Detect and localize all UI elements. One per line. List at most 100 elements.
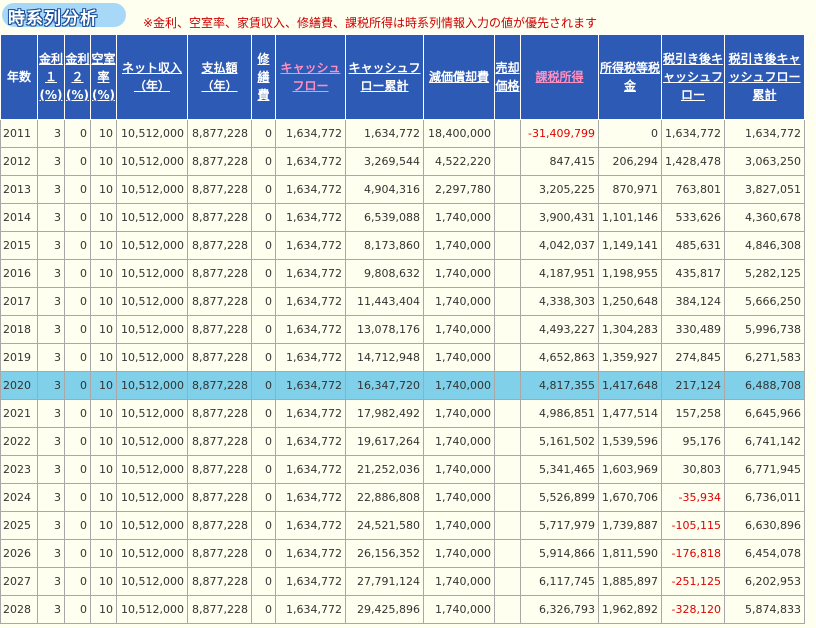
cell-year: 2013 (0, 175, 38, 204)
cell-vacancy: 10 (90, 287, 117, 316)
col-header-rate1[interactable]: 金利１(%) (37, 34, 65, 120)
cell-rate1: 3 (37, 539, 65, 568)
cell-cash-flow-total: 26,156,352 (345, 539, 424, 568)
cell-net-income: 10,512,000 (116, 427, 188, 456)
cell-taxable-income: 4,652,863 (520, 343, 599, 372)
cell-vacancy: 10 (90, 539, 117, 568)
cell-after-tax-cf: 435,817 (661, 259, 725, 288)
cell-repair: 0 (251, 343, 276, 372)
cell-year: 2025 (0, 511, 38, 540)
cell-year: 2011 (0, 119, 38, 148)
table-row: 2025 3 0 10 10,512,000 8,877,228 0 1,634,772 24,… (0, 511, 805, 540)
cell-after-tax-cf: 533,626 (661, 203, 725, 232)
cell-payment: 8,877,228 (187, 203, 252, 232)
cell-sale-price (494, 539, 521, 568)
cell-sale-price (494, 371, 521, 400)
col-header-repair[interactable]: 修繕費 (251, 34, 276, 120)
cell-depreciation: 1,740,000 (423, 427, 495, 456)
cell-cash-flow: 1,634,772 (275, 595, 346, 624)
col-header-sale-price[interactable]: 売却価格 (494, 34, 521, 120)
cell-payment: 8,877,228 (187, 511, 252, 540)
cell-rate2: 0 (64, 315, 91, 344)
cell-after-tax-cf: -105,115 (661, 511, 725, 540)
cell-year: 2018 (0, 315, 38, 344)
cell-repair: 0 (251, 539, 276, 568)
cell-rate2: 0 (64, 371, 91, 400)
cell-sale-price (494, 287, 521, 316)
cell-vacancy: 10 (90, 427, 117, 456)
cell-income-tax: 0 (598, 119, 662, 148)
cell-after-tax-cf-total: 6,736,011 (724, 483, 805, 512)
cell-cash-flow: 1,634,772 (275, 399, 346, 428)
cell-after-tax-cf-total: 6,488,708 (724, 371, 805, 400)
cell-income-tax: 1,670,706 (598, 483, 662, 512)
cell-after-tax-cf: -328,120 (661, 595, 725, 624)
cell-cash-flow: 1,634,772 (275, 539, 346, 568)
cell-vacancy: 10 (90, 455, 117, 484)
cell-depreciation: 1,740,000 (423, 483, 495, 512)
cell-payment: 8,877,228 (187, 539, 252, 568)
col-header-after-tax-cf-total[interactable]: 税引き後キャッシュフロー累計 (724, 34, 805, 120)
cell-payment: 8,877,228 (187, 567, 252, 596)
col-header-cash-flow-total[interactable]: キャッシュフロー累計 (345, 34, 424, 120)
cell-cash-flow-total: 27,791,124 (345, 567, 424, 596)
cell-taxable-income: 5,526,899 (520, 483, 599, 512)
cell-cash-flow: 1,634,772 (275, 259, 346, 288)
cell-repair: 0 (251, 595, 276, 624)
cell-repair: 0 (251, 259, 276, 288)
cell-taxable-income: 3,205,225 (520, 175, 599, 204)
cell-rate2: 0 (64, 483, 91, 512)
cell-sale-price (494, 511, 521, 540)
cell-rate2: 0 (64, 595, 91, 624)
cell-income-tax: 1,304,283 (598, 315, 662, 344)
priority-notice: ※金利、空室率、家賃収入、修繕費、課税所得は時系列情報入力の値が優先されます (143, 16, 598, 30)
cell-vacancy: 10 (90, 511, 117, 540)
cell-after-tax-cf-total: 1,634,772 (724, 119, 805, 148)
col-header-cash-flow[interactable]: キャッシュフロー (275, 34, 346, 120)
col-header-payment[interactable]: 支払額（年） (187, 34, 252, 120)
cell-payment: 8,877,228 (187, 343, 252, 372)
cell-vacancy: 10 (90, 315, 117, 344)
cell-payment: 8,877,228 (187, 119, 252, 148)
cell-cash-flow: 1,634,772 (275, 119, 346, 148)
cell-rate1: 3 (37, 259, 65, 288)
col-header-after-tax-cf[interactable]: 税引き後キャッシュフロー (661, 34, 725, 120)
cell-rate1: 3 (37, 567, 65, 596)
cell-taxable-income: 5,161,502 (520, 427, 599, 456)
cell-repair: 0 (251, 483, 276, 512)
cell-after-tax-cf-total: 6,454,078 (724, 539, 805, 568)
col-header-rate2[interactable]: 金利２(%) (64, 34, 91, 120)
cell-rate2: 0 (64, 455, 91, 484)
cell-payment: 8,877,228 (187, 371, 252, 400)
cell-year: 2020 (0, 371, 38, 400)
cell-net-income: 10,512,000 (116, 147, 188, 176)
cell-cash-flow-total: 21,252,036 (345, 455, 424, 484)
cell-rate1: 3 (37, 343, 65, 372)
col-header-taxable-income[interactable]: 課税所得 (520, 34, 599, 120)
cell-cash-flow-total: 1,634,772 (345, 119, 424, 148)
cell-rate1: 3 (37, 147, 65, 176)
cell-taxable-income: 3,900,431 (520, 203, 599, 232)
cell-payment: 8,877,228 (187, 315, 252, 344)
cell-rate2: 0 (64, 175, 91, 204)
cell-sale-price (494, 427, 521, 456)
cell-income-tax: 1,359,927 (598, 343, 662, 372)
cell-depreciation: 1,740,000 (423, 539, 495, 568)
col-header-depreciation[interactable]: 減価償却費 (423, 34, 495, 120)
col-header-net-income[interactable]: ネット収入（年） (116, 34, 188, 120)
cell-vacancy: 10 (90, 567, 117, 596)
cell-taxable-income: 847,415 (520, 147, 599, 176)
cell-income-tax: 1,885,897 (598, 567, 662, 596)
cell-net-income: 10,512,000 (116, 539, 188, 568)
cell-sale-price (494, 399, 521, 428)
cell-sale-price (494, 595, 521, 624)
cell-depreciation: 4,522,220 (423, 147, 495, 176)
cell-rate1: 3 (37, 231, 65, 260)
col-header-income-tax[interactable]: 所得税等税金 (598, 34, 662, 120)
cell-taxable-income: 4,817,355 (520, 371, 599, 400)
cell-rate2: 0 (64, 567, 91, 596)
cell-after-tax-cf: -251,125 (661, 567, 725, 596)
cell-cash-flow-total: 8,173,860 (345, 231, 424, 260)
col-header-vacancy[interactable]: 空室率(%) (90, 34, 117, 120)
cell-rate1: 3 (37, 455, 65, 484)
